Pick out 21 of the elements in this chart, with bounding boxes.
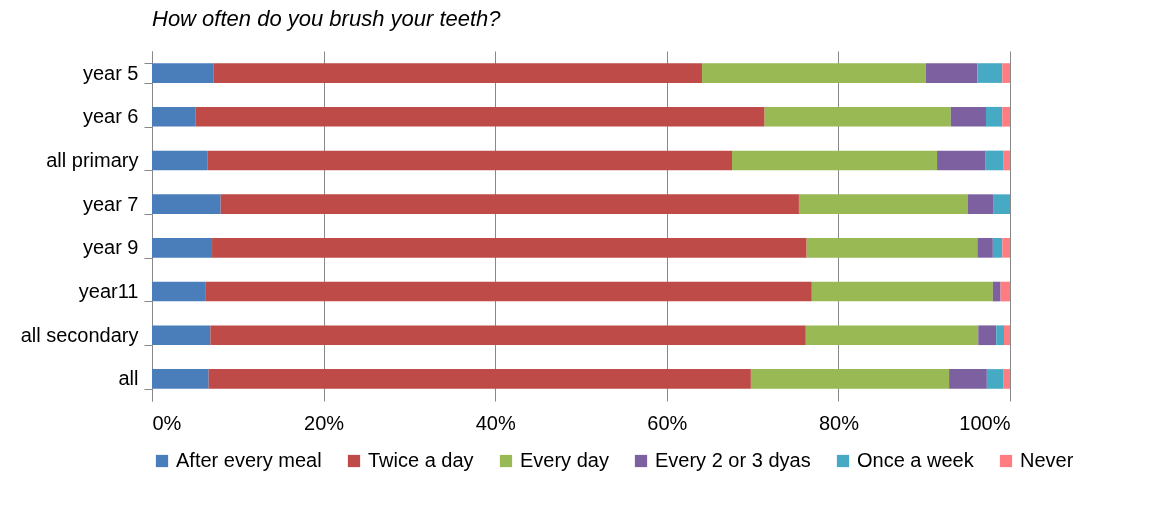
x-tick-label: 100% — [959, 411, 1011, 434]
y-tick-label: year 6 — [82, 105, 139, 128]
legend-label: Never — [1020, 449, 1074, 471]
x-tick-label: 20% — [304, 411, 345, 434]
y-tick-label: year11 — [78, 280, 139, 303]
legend-label: Every 2 or 3 dyas — [655, 449, 811, 471]
chart-title: How often do you brush your teeth? — [152, 6, 502, 31]
y-tick-label: all — [118, 367, 139, 390]
y-tick-label: all primary — [46, 148, 139, 171]
legend-label: After every meal — [176, 449, 322, 471]
y-tick-label: year 9 — [82, 236, 139, 259]
y-tick-label: year 5 — [82, 61, 139, 84]
legend-label: Every day — [520, 449, 609, 471]
y-tick-label: year 7 — [82, 192, 139, 215]
y-tick-label: all secondary — [20, 323, 139, 346]
x-tick-label: 60% — [647, 411, 688, 434]
legend-label: Once a week — [857, 449, 975, 471]
x-tick-label: 80% — [818, 411, 860, 434]
x-tick-label: 40% — [475, 411, 516, 434]
x-tick-label: 0% — [152, 411, 182, 434]
legend-label: Twice a day — [368, 449, 474, 471]
